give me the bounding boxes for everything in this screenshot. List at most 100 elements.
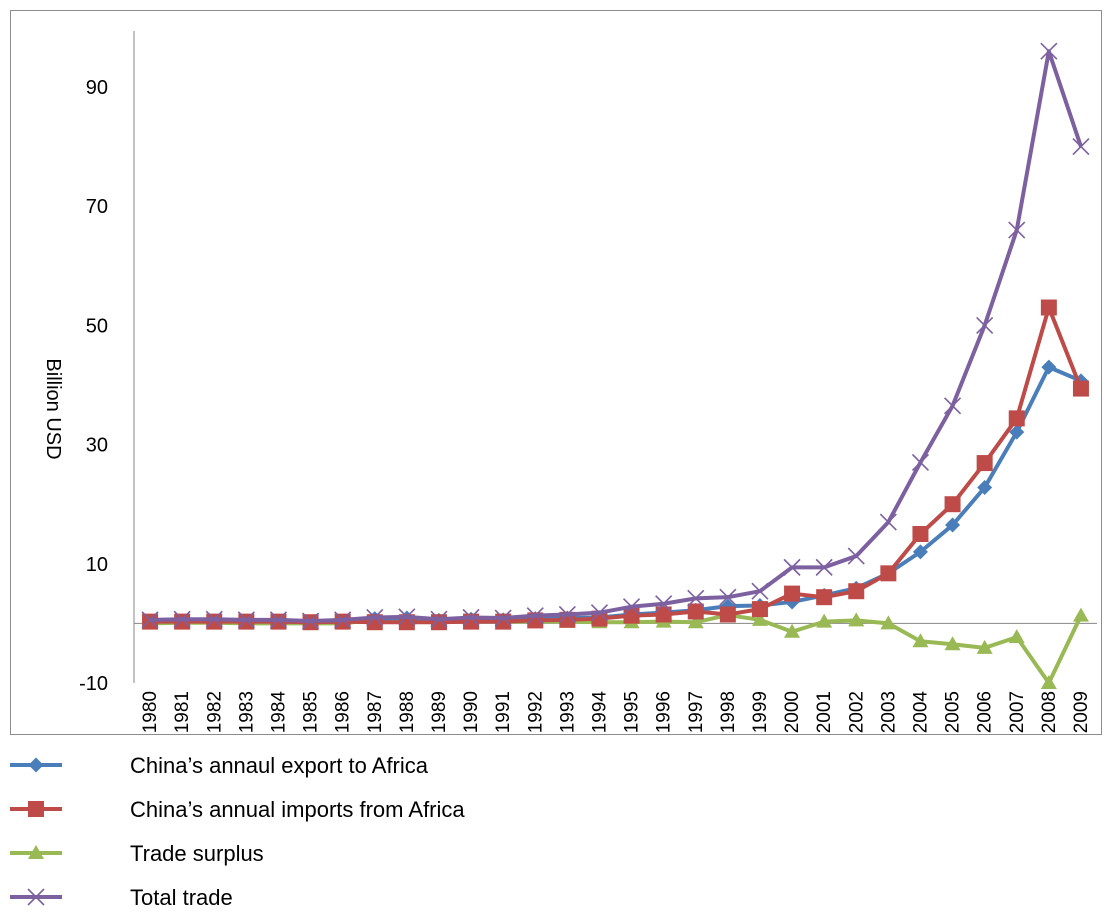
legend-swatch-surplus [10,845,62,859]
x-tick-label: 1994 [589,691,610,734]
x-tick-label: 1982 [204,691,225,733]
x-tick-label: 1981 [172,691,193,733]
series-total-point [558,605,576,624]
series-total-point [590,604,609,622]
series-total-point [879,513,897,531]
series-surplus-point [816,613,833,628]
series-total-point [269,611,288,629]
legend-point [28,845,44,859]
series-total-point [815,558,833,576]
series-total-point [911,453,930,472]
line-chart: -10 10 30 50 70 90 1980 1981 1982 1983 1984 1985 198… [42,31,1097,734]
y-tick-label: 70 [86,196,108,218]
series-total-point [622,598,641,616]
series-surplus-point [687,614,704,629]
x-tick-label: 1988 [397,691,418,733]
series-imports-point [719,606,736,623]
series-surplus-point [751,611,768,626]
series-export-line [150,365,1082,625]
x-tick-label: 1983 [236,691,257,733]
series-total-point [847,547,865,565]
series-imports-point [142,613,159,630]
series-imports [142,299,1089,631]
series-total-point [719,588,737,606]
series-surplus-point [976,639,993,654]
series-export-point [977,480,993,496]
x-tick-label: 1987 [365,691,386,733]
series-surplus-point [1040,675,1057,689]
series-surplus-line [150,613,1083,685]
series-imports-point [1072,380,1089,397]
series-total-point [205,610,223,628]
series-surplus-point [848,612,865,627]
series-imports-point [623,607,640,624]
series-surplus-point [1072,607,1089,622]
series-total-point [687,589,705,607]
series-total-point [141,611,159,629]
legend-label: China’s annaul export to Africa [130,753,428,778]
series-imports-line [150,305,1083,625]
x-tick-label: 1997 [686,691,707,733]
series-total-point [1040,42,1058,60]
series-imports-point [976,455,993,472]
x-tick-label: 1980 [140,691,161,733]
x-tick-label: 2005 [943,691,964,733]
series-total-point [751,582,769,600]
series-export-point [1041,359,1057,375]
series-total-point [173,610,191,628]
series-surplus-point [912,633,929,648]
legend-point [28,801,44,817]
series-imports-point [848,583,865,600]
series-total-line [150,49,1083,624]
x-tick-label: 1993 [557,691,578,733]
y-tick-label: 30 [86,435,108,457]
x-tick-label: 1990 [461,691,482,733]
x-tick-label: 2009 [1071,691,1092,733]
series-total-point [494,609,512,627]
x-tick-label: 1984 [268,691,289,734]
legend-swatch-export [10,757,62,773]
series-total [141,42,1090,630]
x-tick-label: 1986 [333,691,354,733]
series-imports-point [751,601,768,618]
series-total-point [398,608,416,626]
series-imports-point [687,603,704,620]
legend-swatch-total [10,888,62,906]
series-imports-point [784,585,801,602]
series-export-point [945,517,961,533]
y-tick-label: -10 [79,673,108,695]
x-tick-label: 1991 [493,691,514,733]
series-total-point [943,397,962,415]
series-export-point [912,544,928,560]
series-total-point [783,558,801,576]
x-tick-label: 1989 [429,691,450,733]
y-axis-label: Billion USD [42,358,64,459]
series-total-point [976,316,994,334]
x-tick-label: 2008 [1039,691,1060,733]
series-total-point [1008,221,1026,239]
series-total-point [1072,138,1090,156]
x-tick-label: 1992 [525,691,546,733]
y-tick-label: 90 [86,77,108,99]
x-tick-label: 1995 [622,691,643,733]
chart-frame: -10 10 30 50 70 90 1980 1981 1982 1983 1984 1985 198… [10,10,1102,735]
legend-item-total: Total trade [0,877,700,917]
legend-label: Trade surplus [130,841,264,866]
x-tick-label: 1999 [750,691,771,733]
x-tick-label: 2006 [975,691,996,733]
series-total-point [430,610,448,628]
series-total-point [526,607,544,625]
y-tick-label: 50 [86,315,108,337]
series-imports-point [174,613,191,630]
series-imports-point [655,606,672,623]
series-total-point [334,611,352,629]
legend-label: Total trade [130,885,233,910]
series-imports-point [816,589,833,606]
x-tick-label: 1996 [654,691,675,733]
legend-item-imports: China’s annual imports from Africa [0,789,700,829]
x-tick-label: 1985 [301,691,322,733]
series-total-point [237,611,255,629]
series-surplus-point [1008,629,1025,644]
x-tick-label: 2004 [910,691,931,734]
legend-label: China’s annual imports from Africa [130,797,465,822]
